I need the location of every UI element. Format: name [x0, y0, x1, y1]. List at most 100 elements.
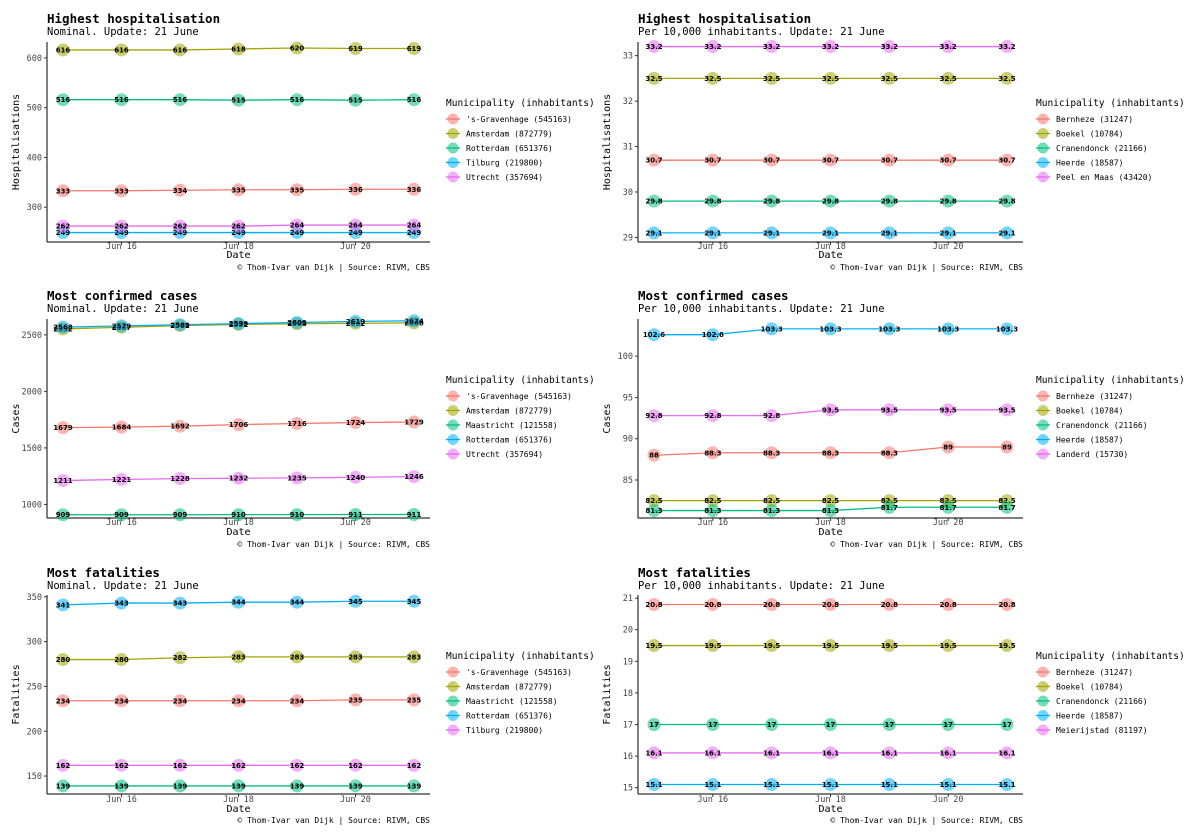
data-label: 283: [407, 653, 422, 661]
data-point: [882, 226, 896, 240]
legend-key-point: [1037, 157, 1049, 168]
data-point: [824, 597, 837, 611]
data-point: [765, 409, 779, 423]
data-label: 1716: [287, 420, 307, 428]
data-label: 2589: [170, 321, 190, 329]
data-label: 911: [407, 511, 422, 519]
data-point: [1000, 639, 1014, 653]
data-point: [115, 596, 128, 610]
data-label: 1729: [404, 419, 424, 427]
y-axis-title: Fatalities: [602, 664, 613, 724]
data-point: [1000, 718, 1014, 732]
data-point: [824, 322, 837, 336]
data-label: 1246: [404, 473, 424, 481]
data-label: 264: [407, 222, 422, 230]
y-tick-label: 100: [618, 352, 633, 362]
data-label: 103.3: [761, 325, 783, 333]
data-point: [706, 40, 720, 54]
source-caption: © Thom-Ivar van Dijk | Source: RIVM, CBS: [830, 263, 1023, 272]
legend-label: Landerd (15730): [1056, 450, 1128, 459]
data-point: [56, 694, 70, 708]
data-point: [290, 595, 304, 609]
y-tick-label: 2000: [22, 387, 42, 397]
data-point: [647, 597, 661, 611]
data-label: 82.5: [763, 497, 780, 505]
legend-key-point: [447, 390, 459, 402]
legend-key-point: [447, 171, 459, 183]
data-point: [173, 779, 187, 793]
data-label: 92.8: [704, 412, 721, 420]
data-point: [232, 219, 245, 233]
data-point: [824, 639, 837, 653]
data-label: 19.5: [998, 642, 1015, 650]
data-point: [232, 183, 245, 197]
data-point: [765, 504, 779, 518]
data-point: [56, 184, 70, 198]
data-label: 280: [56, 656, 71, 664]
x-tick-label: Jun 20: [340, 242, 371, 252]
legend-title: Municipality (inhabitants): [446, 98, 595, 109]
legend-key-point: [1037, 434, 1049, 445]
data-label: 910: [231, 511, 246, 519]
data-label: 20.8: [998, 601, 1015, 609]
data-label: 29.8: [704, 198, 721, 206]
legend-label: Heerde (18587): [1056, 712, 1123, 721]
data-point: [173, 472, 187, 486]
data-point: [706, 328, 720, 342]
x-axis-title: Date: [226, 804, 250, 815]
y-tick-label: 29: [623, 233, 633, 243]
data-point: [290, 471, 304, 485]
legend-label: Bernheze (31247): [1056, 392, 1133, 401]
data-point: [647, 40, 661, 54]
data-label: 29.1: [763, 229, 780, 237]
legend-label: Heerde (18587): [1056, 159, 1123, 168]
data-label: 264: [290, 222, 305, 230]
data-point: [706, 746, 720, 760]
legend-key-point: [1037, 419, 1049, 431]
data-label: 16.1: [998, 749, 1015, 757]
data-point: [882, 153, 896, 167]
data-label: 93.5: [998, 406, 1015, 414]
data-label: 15.1: [998, 781, 1015, 789]
legend-key-point: [447, 434, 459, 445]
data-point: [1000, 153, 1014, 167]
data-point: [824, 778, 837, 792]
data-label: 30.7: [822, 157, 839, 165]
data-point: [407, 693, 421, 707]
data-point: [824, 718, 837, 732]
data-label: 162: [290, 762, 305, 770]
data-label: 33.2: [881, 43, 898, 51]
data-point: [647, 494, 661, 508]
chart-title: Most confirmed cases: [47, 288, 198, 303]
data-label: 17: [1002, 721, 1012, 729]
data-label: 162: [173, 762, 188, 770]
data-point: [647, 746, 661, 760]
source-caption: © Thom-Ivar van Dijk | Source: RIVM, CBS: [237, 816, 430, 825]
data-point: [765, 194, 779, 208]
data-point: [882, 597, 896, 611]
data-label: 1240: [346, 474, 366, 482]
data-label: 93.5: [822, 406, 839, 414]
data-point: [407, 507, 421, 521]
data-point: [941, 40, 955, 54]
data-label: 283: [290, 653, 305, 661]
data-point: [824, 403, 837, 417]
data-label: 234: [173, 697, 188, 705]
x-tick-label: Jun 18: [223, 795, 254, 805]
data-label: 15.1: [881, 781, 898, 789]
data-point: [407, 41, 421, 55]
x-axis-title: Date: [818, 527, 842, 538]
source-caption: © Thom-Ivar van Dijk | Source: RIVM, CBS: [830, 816, 1023, 825]
data-label: 20.8: [704, 601, 721, 609]
data-label: 32.5: [998, 75, 1015, 83]
data-point: [115, 472, 128, 486]
data-label: 15.1: [645, 781, 662, 789]
data-label: 29.1: [940, 229, 957, 237]
data-point: [290, 93, 304, 107]
data-point: [765, 446, 779, 460]
x-axis-title: Date: [226, 250, 250, 261]
data-label: 344: [231, 599, 246, 607]
data-point: [765, 494, 779, 508]
data-label: 618: [231, 45, 246, 53]
